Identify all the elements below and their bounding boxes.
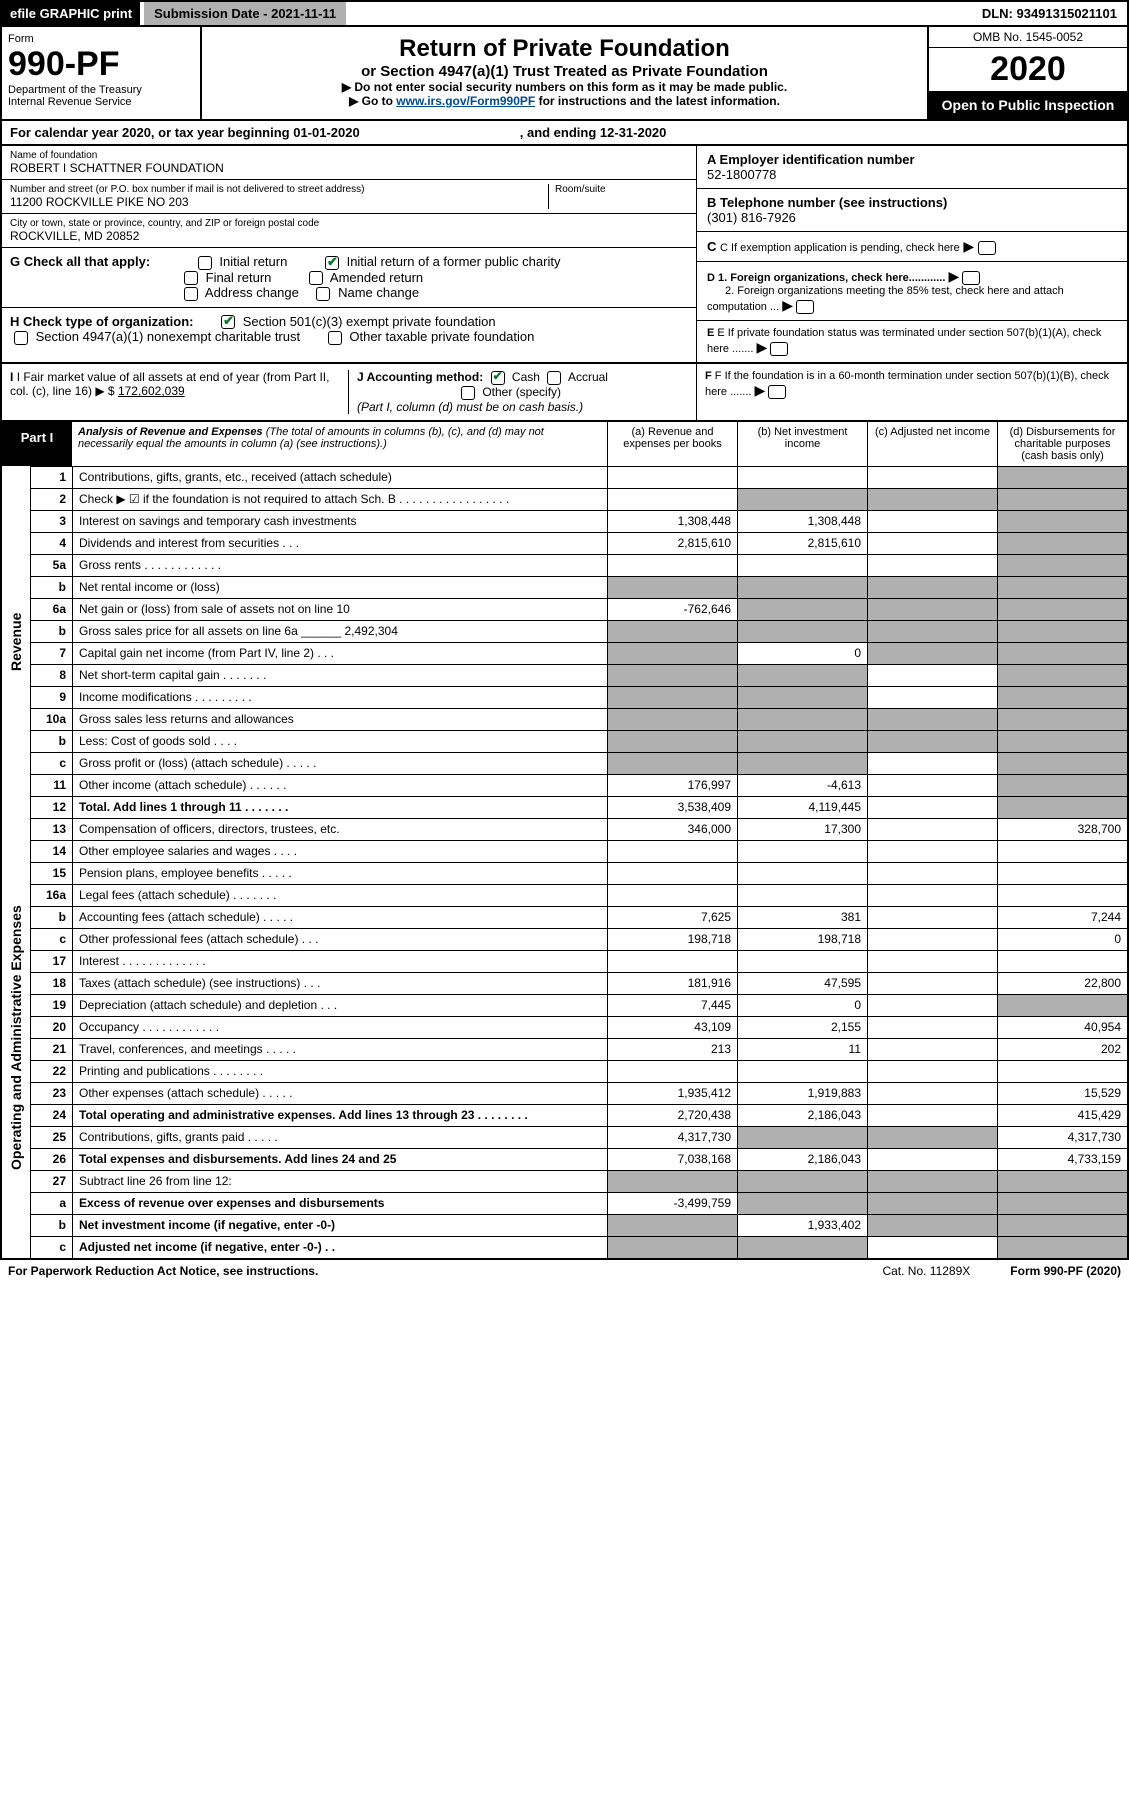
- checkbox-501c3[interactable]: [221, 315, 235, 329]
- form-header: Form 990-PF Department of the Treasury I…: [0, 27, 1129, 121]
- accounting-method: J Accounting method: Cash Accrual Other …: [349, 370, 688, 414]
- form-number: 990-PF: [8, 45, 194, 84]
- checkbox-other-taxable[interactable]: [328, 331, 342, 345]
- checkbox-other[interactable]: [461, 386, 475, 400]
- part1: Part I Analysis of Revenue and Expenses …: [0, 422, 1129, 1260]
- checkbox-address-change[interactable]: [184, 287, 198, 301]
- i-j-row: I I Fair market value of all assets at e…: [0, 364, 1129, 422]
- form-label: Form: [8, 33, 194, 45]
- revenue-side-label: Revenue: [2, 466, 30, 818]
- col-d: (d) Disbursements for charitable purpose…: [997, 422, 1127, 466]
- form-title: Return of Private Foundation: [210, 35, 919, 63]
- instruction-1: ▶ Do not enter social security numbers o…: [210, 80, 919, 94]
- phone-row: B Telephone number (see instructions) (3…: [697, 189, 1127, 232]
- form-subtitle: or Section 4947(a)(1) Trust Treated as P…: [210, 63, 919, 80]
- checkbox-d2[interactable]: [796, 300, 814, 314]
- col-b: (b) Net investment income: [737, 422, 867, 466]
- address-row: Number and street (or P.O. box number if…: [2, 180, 696, 214]
- submission-date: Submission Date - 2021-11-11: [144, 2, 346, 25]
- entity-info: Name of foundation ROBERT I SCHATTNER FO…: [0, 146, 1129, 364]
- header-right: OMB No. 1545-0052 2020 Open to Public In…: [927, 27, 1127, 119]
- part1-body: Revenue1Contributions, gifts, grants, et…: [2, 466, 1127, 1258]
- c-row: C C If exemption application is pending,…: [697, 232, 1127, 262]
- g-check-row: G Check all that apply: Initial return I…: [2, 248, 696, 308]
- efile-label: efile GRAPHIC print: [2, 2, 140, 25]
- footer: For Paperwork Reduction Act Notice, see …: [0, 1260, 1129, 1282]
- checkbox-e[interactable]: [770, 342, 788, 356]
- f-row: F F If the foundation is in a 60-month t…: [697, 364, 1127, 420]
- d-row: D 1. Foreign organizations, check here..…: [697, 262, 1127, 321]
- part1-title: Analysis of Revenue and Expenses (The to…: [72, 422, 607, 466]
- checkbox-4947[interactable]: [14, 331, 28, 345]
- form-ref: Form 990-PF (2020): [1010, 1264, 1121, 1278]
- e-row: E E If private foundation status was ter…: [697, 321, 1127, 362]
- h-check-row: H Check type of organization: Section 50…: [2, 308, 696, 351]
- header-center: Return of Private Foundation or Section …: [202, 27, 927, 119]
- calendar-year-row: For calendar year 2020, or tax year begi…: [0, 121, 1129, 146]
- checkbox-initial-former[interactable]: [325, 256, 339, 270]
- expenses-side-label: Operating and Administrative Expenses: [2, 818, 30, 1258]
- header-left: Form 990-PF Department of the Treasury I…: [2, 27, 202, 119]
- col-a: (a) Revenue and expenses per books: [607, 422, 737, 466]
- efile-topbar: efile GRAPHIC print Submission Date - 20…: [0, 0, 1129, 27]
- dln: DLN: 93491315021101: [972, 2, 1127, 25]
- col-c: (c) Adjusted net income: [867, 422, 997, 466]
- open-to-public: Open to Public Inspection: [929, 91, 1127, 119]
- checkbox-name-change[interactable]: [316, 287, 330, 301]
- checkbox-final-return[interactable]: [184, 271, 198, 285]
- cat-no: Cat. No. 11289X: [882, 1264, 970, 1278]
- dept: Department of the Treasury Internal Reve…: [8, 84, 194, 108]
- checkbox-accrual[interactable]: [547, 371, 561, 385]
- name-row: Name of foundation ROBERT I SCHATTNER FO…: [2, 146, 696, 180]
- checkbox-cash[interactable]: [491, 371, 505, 385]
- city-row: City or town, state or province, country…: [2, 214, 696, 248]
- pra-notice: For Paperwork Reduction Act Notice, see …: [8, 1264, 318, 1278]
- irs-link[interactable]: www.irs.gov/Form990PF: [396, 94, 535, 108]
- part1-header: Part I Analysis of Revenue and Expenses …: [2, 422, 1127, 466]
- checkbox-d1[interactable]: [962, 271, 980, 285]
- tax-year: 2020: [929, 48, 1127, 91]
- checkbox-amended[interactable]: [309, 271, 323, 285]
- checkbox-f[interactable]: [768, 385, 786, 399]
- instruction-2: ▶ Go to www.irs.gov/Form990PF for instru…: [210, 94, 919, 108]
- part1-tag: Part I: [2, 422, 72, 466]
- omb-no: OMB No. 1545-0052: [929, 27, 1127, 48]
- checkbox-c[interactable]: [978, 241, 996, 255]
- ein-row: A Employer identification number 52-1800…: [697, 146, 1127, 189]
- fmv-cell: I I Fair market value of all assets at e…: [10, 370, 349, 414]
- checkbox-initial-return[interactable]: [198, 256, 212, 270]
